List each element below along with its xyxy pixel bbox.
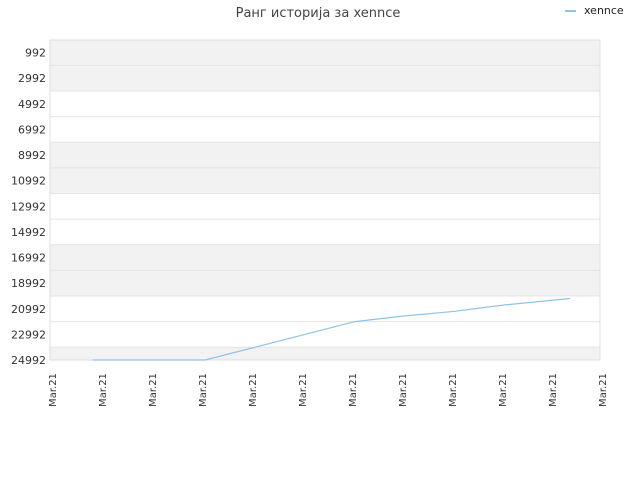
y-tick-label: 8992 [18, 149, 46, 162]
x-tick-label: Mar.21 [598, 373, 609, 407]
grid-band [50, 167, 600, 194]
grid-band [50, 347, 600, 360]
y-tick-label: 18992 [11, 277, 46, 290]
y-tick-label: 24992 [11, 354, 46, 367]
grid-bands [50, 40, 600, 360]
x-tick-label: Mar.21 [198, 373, 209, 407]
x-tick-label: Mar.21 [498, 373, 509, 407]
x-tick-label: Mar.21 [48, 373, 59, 407]
grid-band [50, 193, 600, 220]
y-axis-ticks: 992 2992 4992 6992 8992 10992 12992 14992 16992 1… [11, 47, 46, 368]
y-tick-label: 6992 [18, 123, 46, 136]
chart-title: Ранг историја за xennce [236, 6, 401, 21]
grid-band [50, 40, 600, 66]
x-tick-label: Mar.21 [98, 373, 109, 407]
y-tick-label: 992 [25, 47, 46, 60]
grid-band [50, 116, 600, 143]
plot-border [49, 39, 601, 361]
grid-band [50, 321, 600, 348]
x-tick-label: Mar.21 [548, 373, 559, 407]
x-tick-label: Mar.21 [448, 373, 459, 407]
series-line-xennce [92, 297, 571, 361]
grid-band [50, 244, 600, 271]
y-tick-label: 20992 [11, 303, 46, 316]
y-tick-label: 4992 [18, 98, 46, 111]
grid-band [50, 90, 600, 117]
legend-label: xennce [584, 4, 624, 17]
grid-band [50, 65, 600, 91]
gridlines [50, 64, 600, 348]
x-tick-label: Mar.21 [148, 373, 159, 407]
y-tick-label: 10992 [11, 175, 46, 188]
grid-band [50, 270, 600, 296]
grid-band [50, 295, 600, 322]
x-tick-label: Mar.21 [398, 373, 409, 407]
x-tick-label: Mar.21 [248, 373, 259, 407]
grid-band [50, 219, 600, 245]
series-layer [92, 297, 571, 361]
y-tick-label: 14992 [11, 226, 46, 239]
y-tick-label: 16992 [11, 252, 46, 265]
grid-band [50, 142, 600, 168]
legend: xennce [565, 4, 624, 17]
x-tick-label: Mar.21 [298, 373, 309, 407]
x-axis-ticks: Mar.21 Mar.21 Mar.21 Mar.21 Mar.21 Mar.21 Mar.… [48, 373, 609, 407]
x-tick-label: Mar.21 [348, 373, 359, 407]
y-tick-label: 22992 [11, 328, 46, 341]
y-tick-label: 2992 [18, 72, 46, 85]
y-tick-label: 12992 [11, 200, 46, 213]
